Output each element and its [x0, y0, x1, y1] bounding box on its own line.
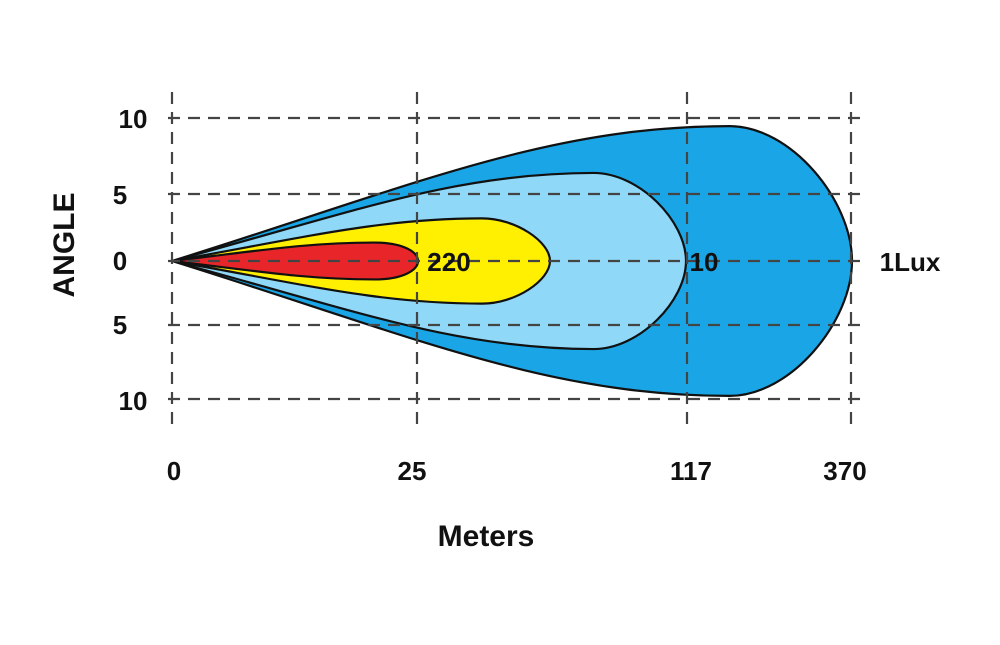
y-tick-label: 0	[113, 246, 127, 276]
contour-labels: 220 10 1Lux	[427, 247, 941, 277]
x-tick-label: 370	[823, 456, 866, 486]
contour-label-220: 220	[427, 247, 470, 277]
grid-layer	[168, 92, 866, 432]
y-tick-label: 10	[119, 386, 148, 416]
x-axis-title: Meters	[438, 520, 535, 553]
contour-label-1lux: 1Lux	[880, 247, 941, 277]
x-axis-ticks: 0 25 117 370	[167, 456, 867, 486]
x-tick-label: 0	[167, 456, 181, 486]
y-tick-label: 5	[113, 310, 127, 340]
y-tick-label: 5	[113, 180, 127, 210]
contour-label-10: 10	[690, 247, 719, 277]
y-tick-label: 10	[119, 104, 148, 134]
x-tick-label: 25	[398, 456, 427, 486]
y-axis-ticks: 10 5 0 5 10	[113, 104, 148, 416]
y-axis-title: ANGLE	[48, 193, 81, 298]
x-tick-label: 117	[670, 456, 712, 486]
